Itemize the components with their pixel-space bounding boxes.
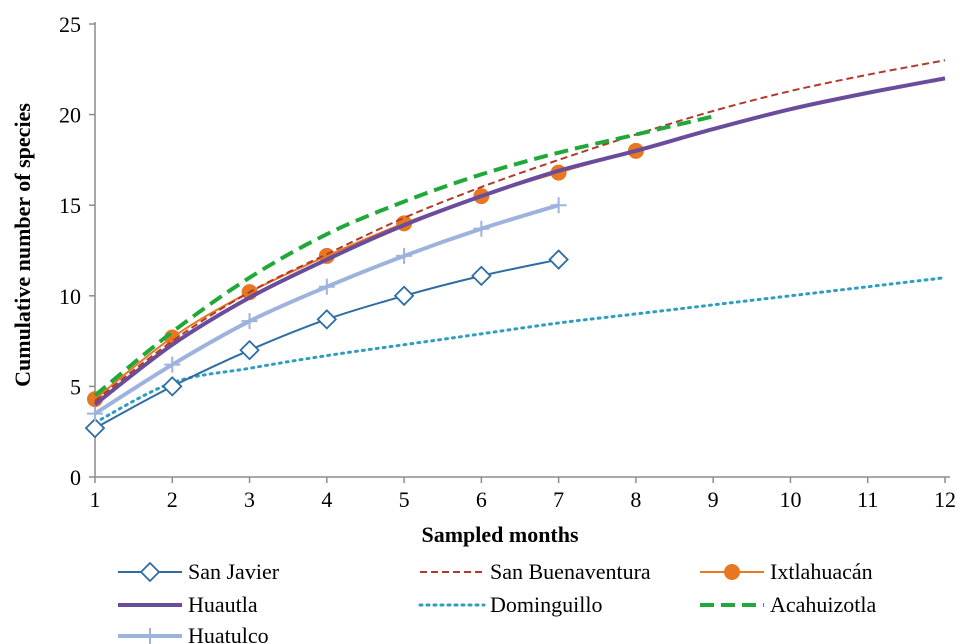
legend-label-dominguillo: Dominguillo [490,592,602,617]
y-tick-label: 10 [59,284,81,309]
data-point-huatulco [396,247,413,264]
y-axis-title: Cumulative number of species [10,103,35,387]
legend-item-san_buenaventura: San Buenaventura [420,559,651,584]
series-huatulco [87,197,567,422]
legend-marker-huatulco [142,628,158,644]
legend-item-ixtlahuacan: Ixtlahuacán [700,559,873,584]
y-tick-label: 15 [59,193,81,218]
x-tick-label: 1 [90,487,101,512]
x-tick-label: 6 [476,487,487,512]
data-point-san_javier [393,285,415,307]
x-tick-label: 5 [399,487,410,512]
x-tick-label: 4 [321,487,332,512]
data-point-san_javier [84,417,106,439]
series-line-dominguillo [93,276,947,425]
legend-label-acahuizotla: Acahuizotla [770,592,877,617]
series-dominguillo [93,276,947,425]
legend-label-san_javier: San Javier [188,559,280,584]
x-tick-label: 11 [857,487,878,512]
series-line-acahuizotla [93,114,714,398]
x-tick-label: 8 [630,487,641,512]
x-tick-label: 3 [244,487,255,512]
data-point-huatulco [550,197,567,214]
series-huautla [93,76,946,407]
series-line-san_buenaventura [94,59,946,402]
legend-label-san_buenaventura: San Buenaventura [490,559,651,584]
x-axis-title: Sampled months [421,522,579,547]
x-tick-label: 10 [779,487,801,512]
legend-label-ixtlahuacan: Ixtlahuacán [770,559,873,584]
data-point-huatulco [318,278,335,295]
legend-item-huautla: Huautla [118,592,258,617]
data-point-huatulco [164,356,181,373]
series-san_javier [84,249,569,439]
data-point-san_javier [239,339,260,361]
data-point-san_javier [161,376,183,397]
legend-label-huautla: Huautla [188,592,258,617]
legend-item-san_javier: San Javier [118,559,280,584]
x-tick-label: 12 [934,487,956,512]
x-tick-label: 7 [553,487,564,512]
legend-item-huatulco: Huatulco [118,623,269,644]
series-layer [84,59,947,439]
data-point-san_javier [316,309,338,330]
legend-marker-ixtlahuacan [724,564,740,580]
legend-marker-san_javier [139,561,161,583]
data-point-huatulco [473,220,490,237]
legend-item-dominguillo: Dominguillo [418,592,602,617]
data-point-huatulco [87,405,103,422]
y-tick-label: 20 [59,103,81,128]
series-acahuizotla [93,114,714,398]
series-san_buenaventura [94,59,946,402]
x-tick-label: 2 [167,487,178,512]
legend: San Javier San Buenaventura Ixtlahuacán Hua… [118,559,877,644]
series-line-huautla [93,76,946,407]
x-tick-label: 9 [708,487,719,512]
data-point-san_javier [548,249,569,270]
legend-item-acahuizotla: Acahuizotla [700,592,877,617]
y-tick-label: 25 [59,12,81,37]
y-tick-label: 0 [70,465,81,490]
data-point-huatulco [241,313,258,330]
data-point-san_javier [471,265,492,287]
y-tick-label: 5 [70,374,81,399]
legend-label-huatulco: Huatulco [188,623,269,644]
axes [94,22,950,478]
